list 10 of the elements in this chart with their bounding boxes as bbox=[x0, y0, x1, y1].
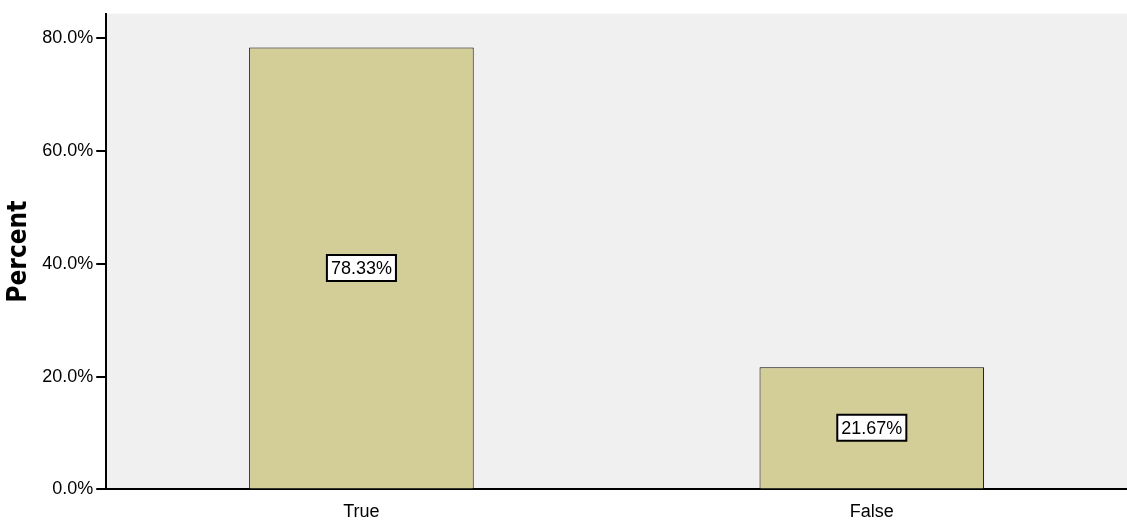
y-tick-label: 80.0% bbox=[42, 27, 94, 48]
data-label: 21.67% bbox=[841, 417, 903, 438]
x-tick-label: False bbox=[849, 501, 894, 522]
y-tick-label: 60.0% bbox=[42, 139, 94, 160]
y-tick-label: 40.0% bbox=[42, 252, 94, 273]
y-tick-label: 20.0% bbox=[42, 365, 94, 386]
x-tick-label: True bbox=[343, 501, 380, 522]
y-axis-title: Percent bbox=[2, 200, 33, 303]
data-label: 78.33% bbox=[330, 257, 392, 278]
y-tick-label: 0.0% bbox=[52, 478, 94, 499]
